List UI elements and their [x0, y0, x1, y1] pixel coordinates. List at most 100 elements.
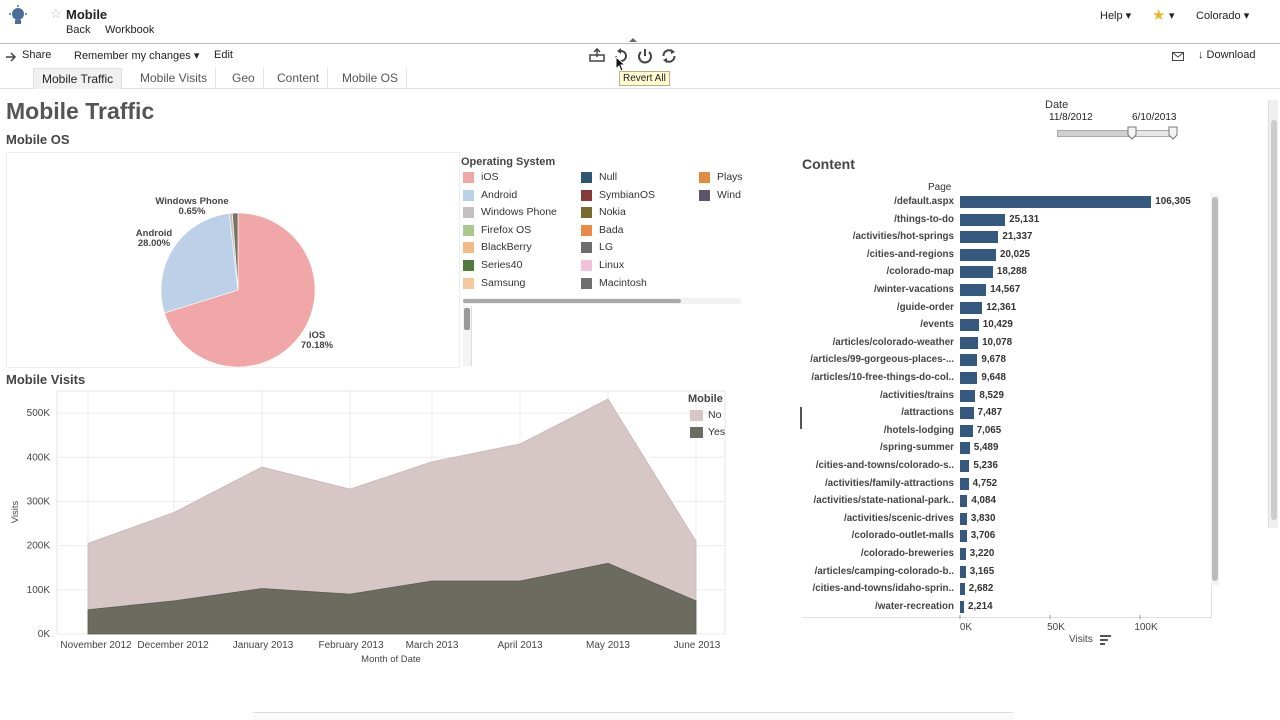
content-bar[interactable]	[960, 495, 968, 508]
legend-vscroll-thumb[interactable]	[464, 308, 470, 330]
content-bar[interactable]	[960, 372, 978, 384]
legend-swatch	[690, 427, 703, 438]
content-bar[interactable]	[960, 266, 993, 279]
tab-geo[interactable]: Geo	[224, 68, 264, 89]
mail-icon[interactable]	[1172, 52, 1184, 62]
bar-value-label: 3,830	[970, 512, 996, 524]
content-bar[interactable]	[960, 565, 966, 578]
legend-swatch	[690, 410, 703, 421]
bar-value-label: 9,648	[981, 372, 1006, 383]
content-vertical-scrollbar[interactable]	[1211, 195, 1219, 585]
content-bar[interactable]	[960, 460, 970, 472]
bar-category-label: /articles/99-gorgeous-places-...	[810, 354, 954, 366]
tab-content[interactable]: Content	[269, 68, 329, 89]
edit-button[interactable]: Edit	[214, 49, 233, 61]
content-bar[interactable]	[960, 583, 965, 596]
refresh-icon[interactable]	[661, 48, 677, 64]
remember-changes-menu[interactable]: Remember my changes ▾	[74, 50, 200, 62]
bar-value-label: 5,489	[973, 442, 999, 454]
area-series-yes[interactable]	[87, 562, 697, 635]
mobile-os-title: Mobile OS	[6, 132, 70, 147]
bar-value-label: 3,165	[969, 565, 995, 577]
pause-updates-icon[interactable]	[637, 48, 653, 64]
content-bar[interactable]	[960, 530, 967, 543]
bar-category-label: /attractions	[901, 407, 954, 419]
content-bar[interactable]	[960, 213, 1006, 226]
content-bar[interactable]	[960, 512, 967, 525]
user-menu[interactable]: Colorado ▾	[1196, 10, 1250, 22]
x-tick-label: 0K	[960, 622, 973, 633]
area-series-no[interactable]	[87, 398, 697, 635]
tab-mobile-os[interactable]: Mobile OS	[334, 68, 408, 89]
y-tick-label: 200K	[27, 541, 51, 552]
content-bar[interactable]	[960, 354, 978, 367]
y-tick-label: 400K	[27, 452, 51, 463]
favorites-caret[interactable]: ▾	[1169, 10, 1175, 22]
content-bar[interactable]	[960, 284, 987, 296]
lightbulb-icon	[9, 5, 27, 24]
bar-value-label: 106,305	[1155, 196, 1191, 207]
workbook-link[interactable]: Workbook	[105, 24, 155, 36]
y-tick-label: 300K	[27, 496, 51, 507]
share-button[interactable]: Share	[22, 49, 52, 61]
workbook-title: Mobile	[66, 7, 108, 22]
legend-horizontal-scrollbar[interactable]	[463, 298, 741, 304]
legend-label: Yes	[708, 426, 726, 438]
legend-label: No	[708, 409, 722, 421]
tab-mobile-visits[interactable]: Mobile Visits	[132, 68, 217, 89]
x-tick-label: March 2013	[406, 640, 459, 651]
content-bar[interactable]	[960, 442, 970, 455]
content-bar[interactable]	[960, 407, 974, 420]
content-bar[interactable]	[960, 196, 1152, 208]
content-bar[interactable]	[960, 231, 999, 244]
mobile-visits-title: Mobile Visits	[6, 372, 86, 387]
help-menu[interactable]: Help ▾	[1100, 10, 1132, 22]
date-range-slider[interactable]	[1057, 130, 1175, 137]
visits-legend-title: Mobile	[688, 393, 723, 405]
sort-icon[interactable]	[1100, 634, 1112, 645]
export-icon[interactable]	[589, 48, 605, 62]
legend-swatch	[463, 172, 474, 183]
favorites-star-icon[interactable]: ★	[1152, 7, 1166, 24]
pie-slice[interactable]	[160, 213, 239, 314]
collapse-arrow-icon[interactable]	[629, 37, 637, 43]
content-bar[interactable]	[960, 548, 966, 560]
date-slider-start-handle[interactable]	[1127, 126, 1137, 140]
legend-swatch	[463, 260, 474, 271]
legend-vertical-scrollbar[interactable]	[463, 306, 472, 366]
legend-label: Series40	[481, 259, 523, 271]
bar-category-label: /articles/colorado-weather	[832, 336, 954, 348]
bar-value-label: 10,078	[982, 336, 1013, 348]
back-link[interactable]: Back	[66, 24, 91, 36]
content-vscroll-thumb[interactable]	[1212, 197, 1218, 581]
y-tick-label: 0K	[38, 629, 51, 640]
content-bar[interactable]	[960, 319, 979, 332]
content-bar[interactable]	[960, 600, 964, 613]
favorite-star-icon[interactable]: ☆	[50, 6, 62, 21]
share-icon	[6, 52, 17, 62]
pie-slice[interactable]	[164, 212, 316, 368]
content-bar[interactable]	[960, 336, 979, 349]
tab-mobile-traffic[interactable]: Mobile Traffic	[33, 68, 123, 89]
page-column-header: Page	[928, 182, 952, 193]
content-bar[interactable]	[960, 301, 983, 314]
download-button[interactable]: ↓ Download	[1198, 49, 1256, 61]
date-slider-end-handle[interactable]	[1168, 126, 1178, 140]
page-vertical-scrollbar[interactable]	[1268, 100, 1278, 528]
pie-slice[interactable]	[232, 212, 239, 291]
bar-category-label: /articles/10-free-things-do-col..	[811, 372, 954, 383]
content-bar[interactable]	[960, 248, 996, 261]
legend-scroll-thumb[interactable]	[463, 299, 681, 303]
pane-divider-handle[interactable]	[800, 407, 802, 429]
content-bar[interactable]	[960, 389, 976, 402]
y-tick-label: 500K	[27, 408, 51, 419]
content-bar[interactable]	[960, 477, 969, 490]
content-bar-chart: /default.aspx 106,305/things-to-do 25,131 /…	[802, 195, 1202, 615]
page-vscroll-thumb[interactable]	[1271, 120, 1277, 520]
content-bar[interactable]	[960, 424, 973, 437]
x-tick-label: April 2013	[497, 640, 542, 651]
x-tick-label: November 2012	[60, 640, 132, 651]
bar-value-label: 5,236	[973, 460, 998, 471]
bar-value-label: 8,529	[979, 389, 1004, 401]
content-x-axis: 0K 50K 100K	[959, 615, 1158, 633]
